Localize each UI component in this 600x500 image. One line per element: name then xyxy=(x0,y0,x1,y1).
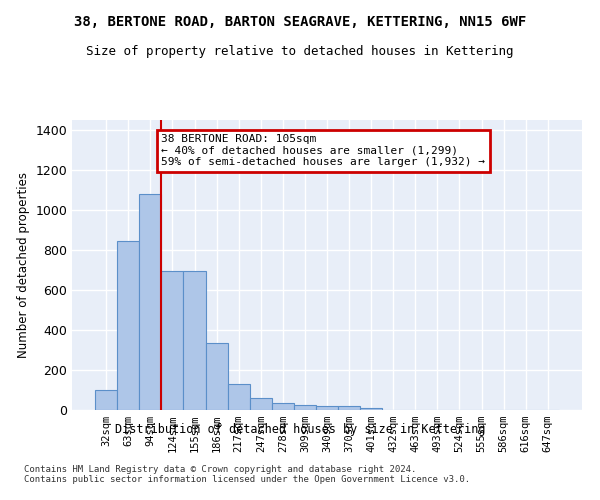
Text: 38 BERTONE ROAD: 105sqm
← 40% of detached houses are smaller (1,299)
59% of semi: 38 BERTONE ROAD: 105sqm ← 40% of detache… xyxy=(161,134,485,167)
Bar xyxy=(316,406,338,410)
Text: Distribution of detached houses by size in Kettering: Distribution of detached houses by size … xyxy=(115,422,485,436)
Bar xyxy=(139,194,161,410)
Bar xyxy=(95,390,117,410)
Y-axis label: Number of detached properties: Number of detached properties xyxy=(17,172,30,358)
Text: 38, BERTONE ROAD, BARTON SEAGRAVE, KETTERING, NN15 6WF: 38, BERTONE ROAD, BARTON SEAGRAVE, KETTE… xyxy=(74,15,526,29)
Bar xyxy=(338,406,360,410)
Bar xyxy=(117,241,139,410)
Bar xyxy=(161,271,184,410)
Bar xyxy=(184,271,206,410)
Text: Size of property relative to detached houses in Kettering: Size of property relative to detached ho… xyxy=(86,45,514,58)
Bar xyxy=(206,343,227,410)
Text: Contains HM Land Registry data © Crown copyright and database right 2024.
Contai: Contains HM Land Registry data © Crown c… xyxy=(24,465,470,484)
Bar xyxy=(250,398,272,410)
Bar xyxy=(294,405,316,410)
Bar xyxy=(272,403,294,410)
Bar xyxy=(360,408,382,410)
Bar xyxy=(227,384,250,410)
